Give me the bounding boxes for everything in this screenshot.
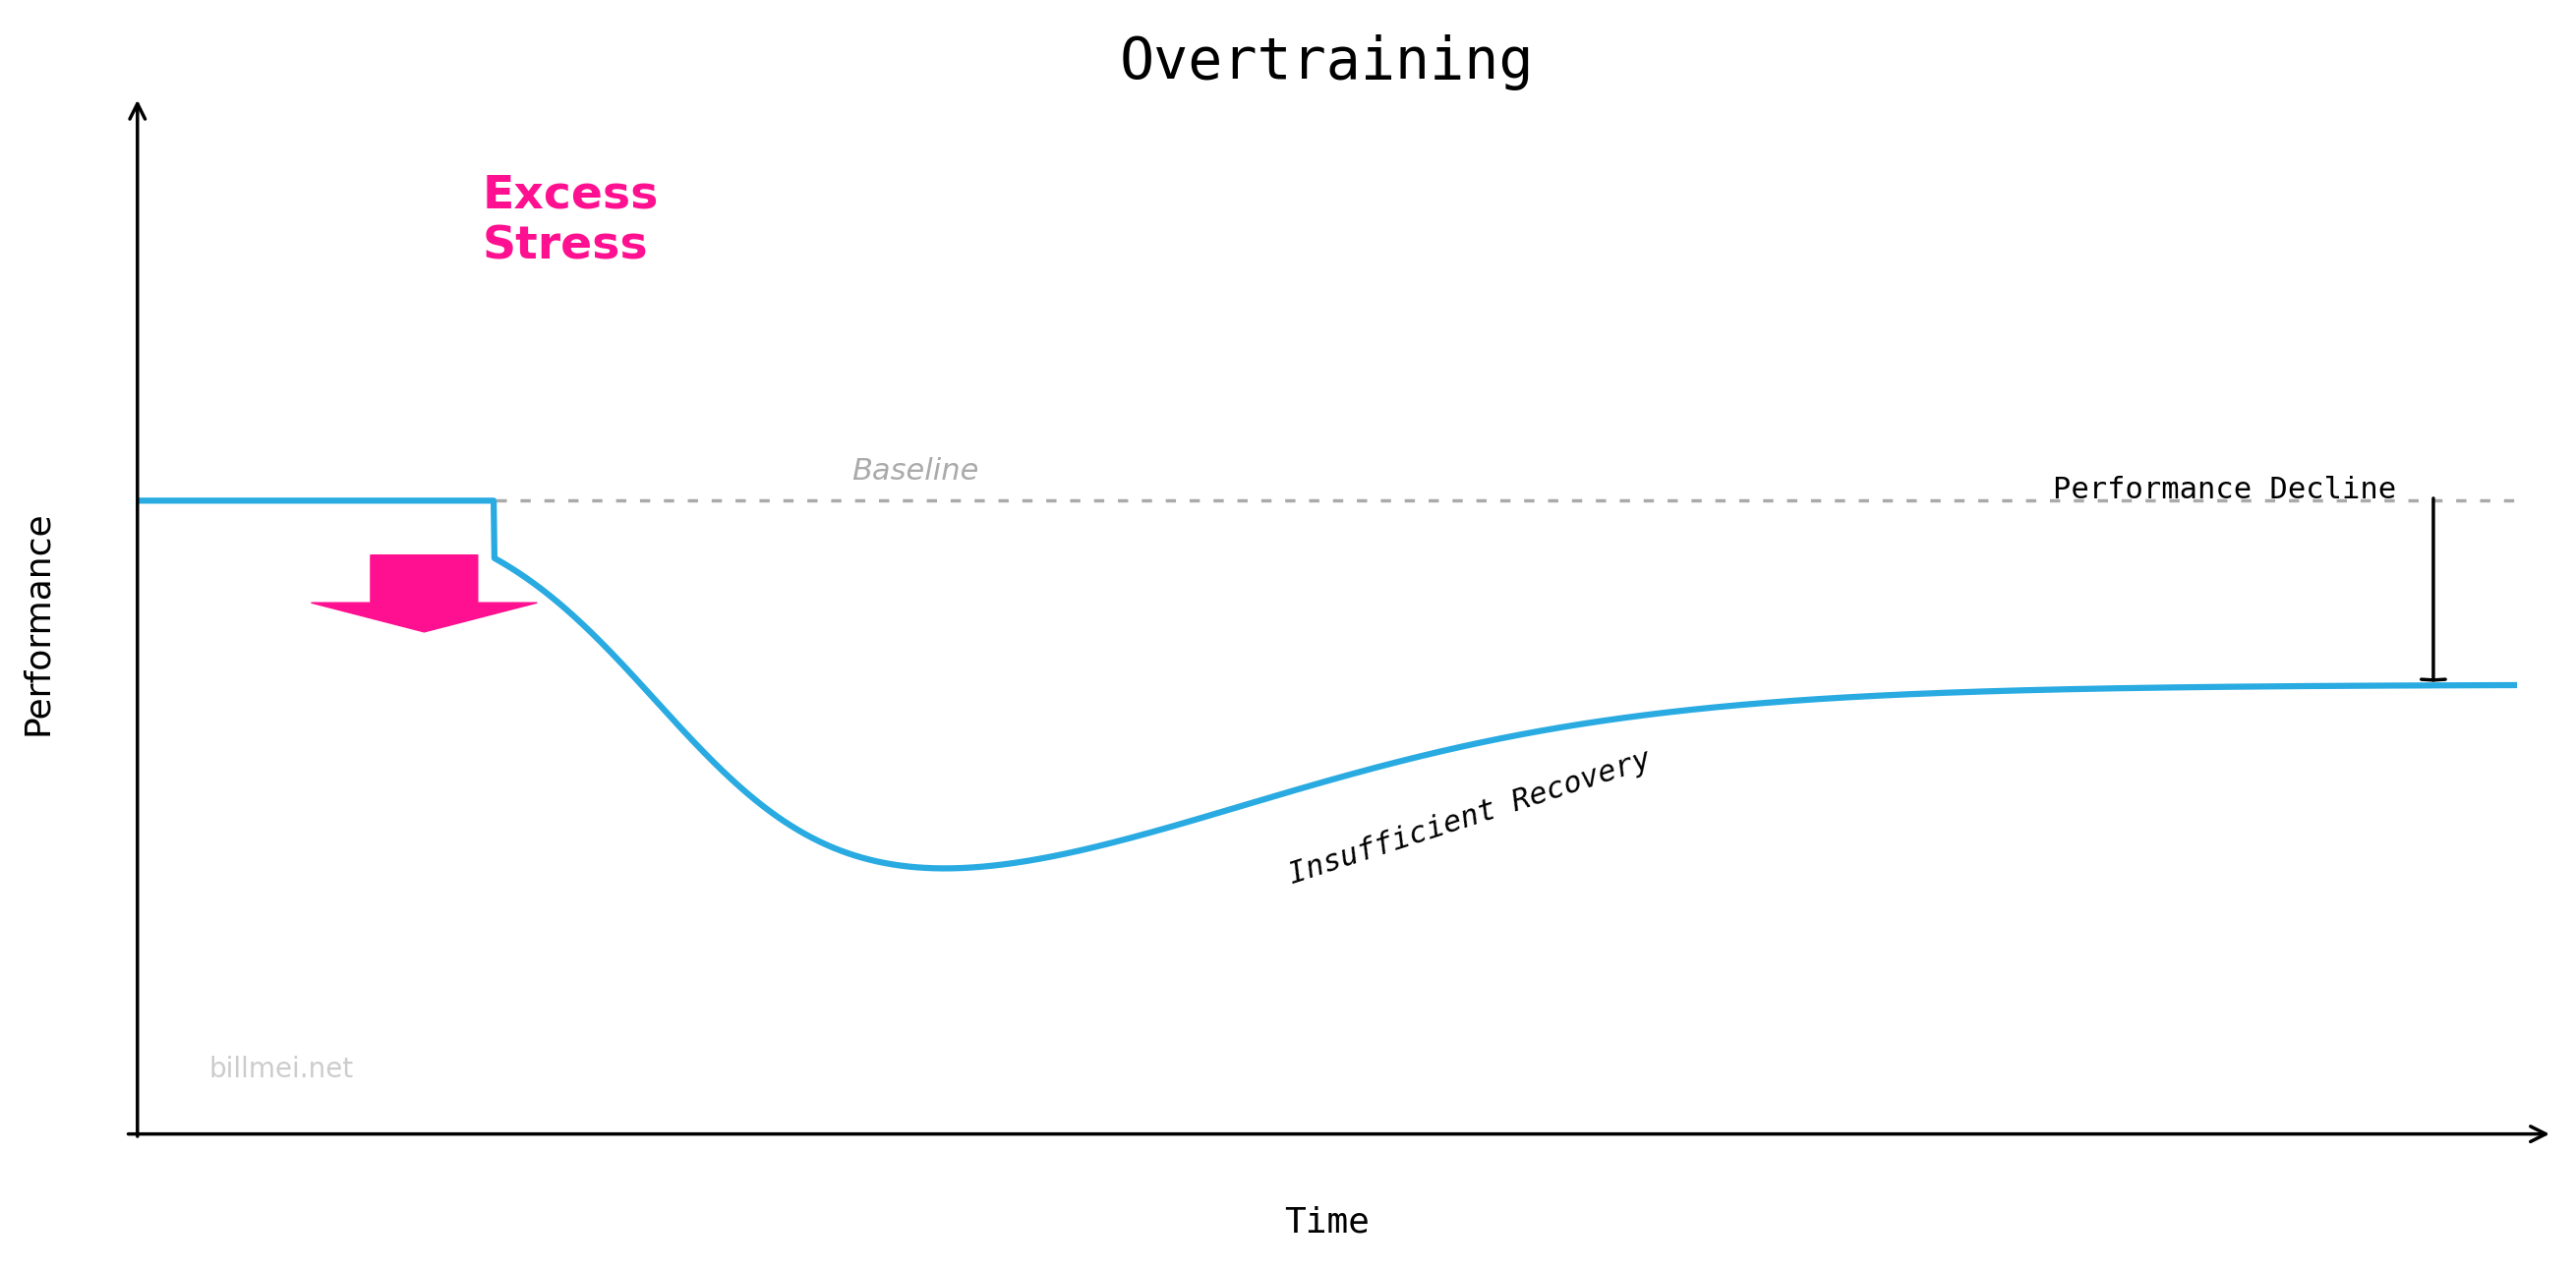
Text: Excess
Stress: Excess Stress xyxy=(482,174,659,269)
Text: Performance: Performance xyxy=(21,511,54,735)
Title: Overtraining: Overtraining xyxy=(1121,34,1535,90)
Text: Insufficient Recovery: Insufficient Recovery xyxy=(1285,745,1654,889)
FancyArrow shape xyxy=(312,555,538,632)
Text: Baseline: Baseline xyxy=(850,457,979,485)
Text: billmei.net: billmei.net xyxy=(209,1055,353,1083)
Text: Time: Time xyxy=(1285,1205,1370,1240)
Text: Performance Decline: Performance Decline xyxy=(2053,476,2396,504)
